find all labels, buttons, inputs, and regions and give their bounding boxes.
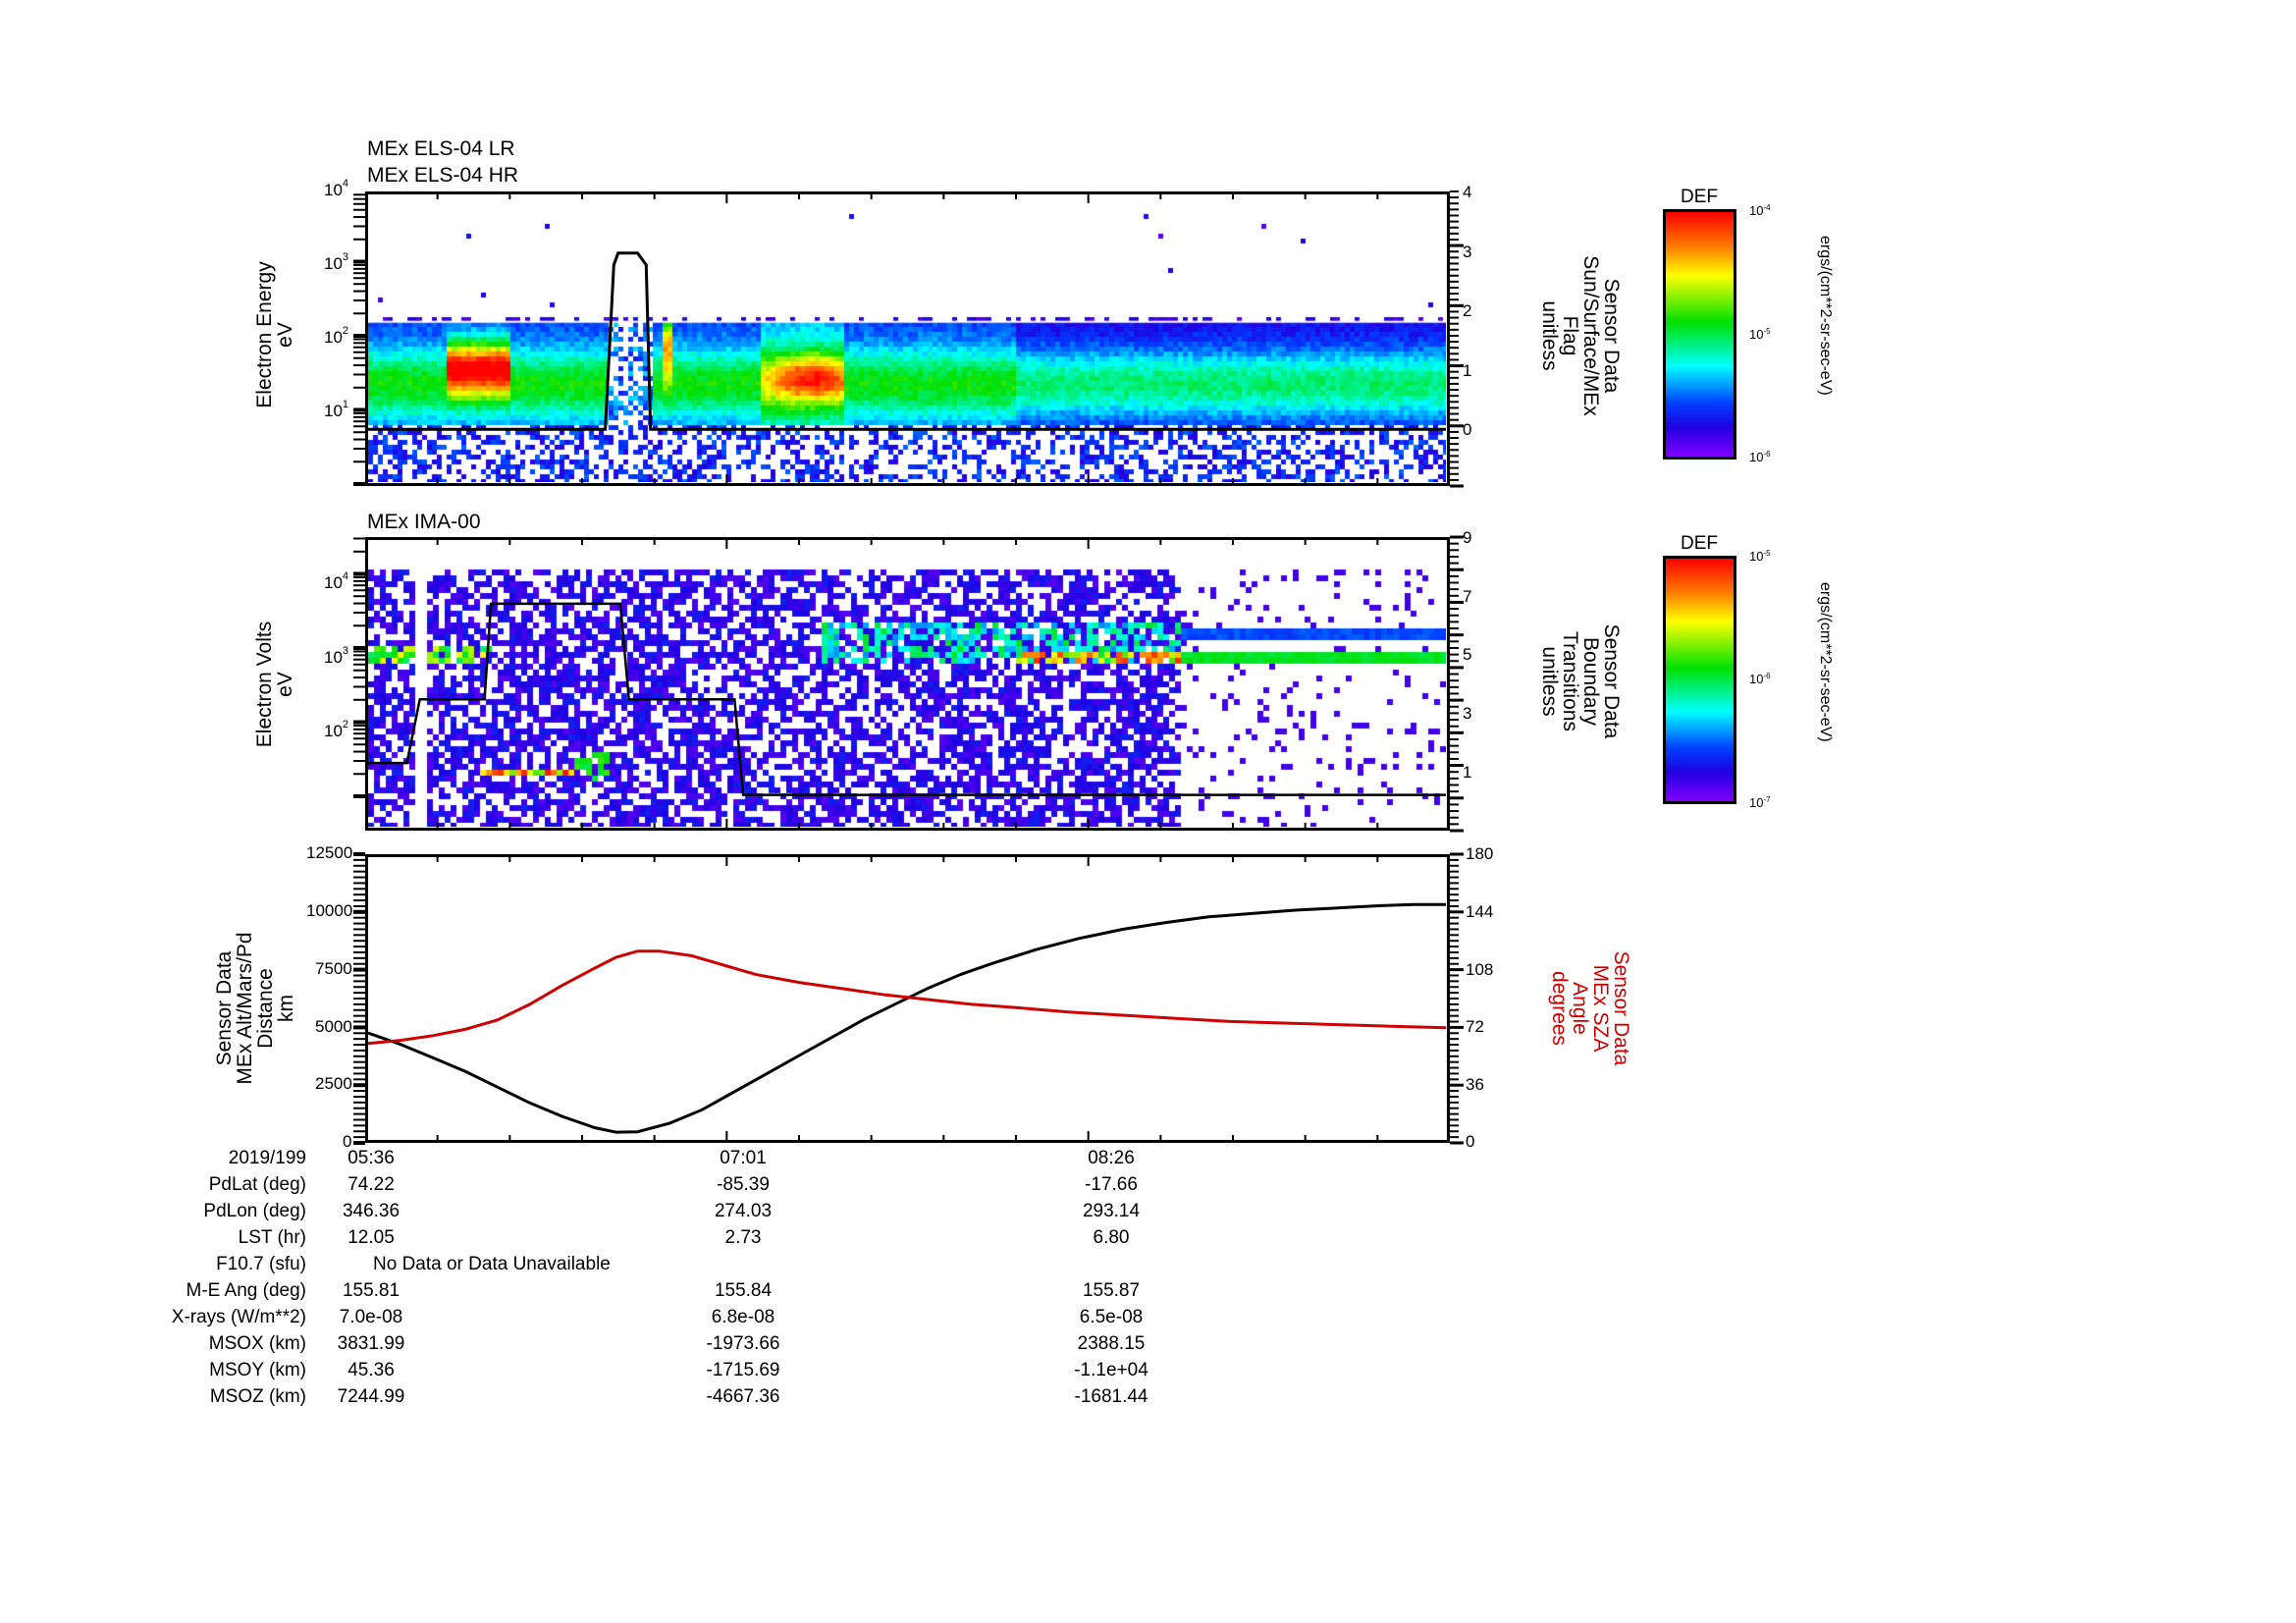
table-cell: 293.14	[1082, 1201, 1141, 1221]
panel1-spectrogram	[368, 194, 1446, 482]
panel2-spectrogram	[368, 540, 1446, 827]
panel1-ytick-1e4: 104	[324, 178, 349, 199]
table-row-label: X-rays (W/m**2)	[171, 1307, 306, 1327]
panel2-frame	[365, 537, 1450, 831]
colorbar2-tick-mid: 10-6	[1749, 672, 1771, 686]
x-axis-time-tick: 05:36	[347, 1148, 395, 1168]
panel1-y2tick-4: 4	[1463, 183, 1472, 201]
panel2-axis-ticks	[353, 535, 1464, 833]
colorbar2-tick-high: 10-5	[1749, 549, 1771, 564]
panel2-boundary-line	[368, 602, 1446, 796]
panel3-y2tick-108: 108	[1466, 960, 1494, 979]
table-cell: No Data or Data Unavailable	[373, 1254, 611, 1274]
panel3-axis-ticks	[353, 852, 1464, 1145]
table-cell: 155.87	[1082, 1280, 1141, 1301]
panel1-flag-line	[368, 251, 1446, 431]
panel3-line-plot	[367, 902, 1447, 1134]
panel1-y2tick-2: 2	[1463, 301, 1472, 320]
table-row-label: F10.7 (sfu)	[216, 1254, 306, 1274]
colorbar2	[1663, 556, 1736, 804]
colorbar1-tick-high: 10-4	[1749, 203, 1771, 218]
panel3-y2tick-144: 144	[1466, 902, 1494, 921]
panel3-ytick-5000: 5000	[315, 1017, 352, 1036]
panel2-y-axis-label: Electron Volts eV	[253, 621, 296, 748]
table-cell: -1715.69	[706, 1360, 780, 1380]
table-cell: -1973.66	[706, 1333, 780, 1354]
table-row-label: PdLon (deg)	[203, 1201, 306, 1221]
table-cell: -4667.36	[706, 1386, 780, 1407]
panel3-frame	[365, 854, 1450, 1143]
table-cell: -17.66	[1085, 1174, 1138, 1195]
table-cell: 74.22	[347, 1174, 395, 1195]
table-cell: 12.05	[347, 1227, 395, 1248]
colorbar1-tick-mid: 10-5	[1749, 327, 1771, 342]
table-row-label: MSOZ (km)	[209, 1386, 306, 1407]
panel1-y2tick-3: 3	[1463, 243, 1472, 261]
table-cell: 155.84	[714, 1280, 773, 1301]
panel1-y2-axis-label: Sensor Data Sun/Surface/MEx Flag unitles…	[1538, 255, 1623, 416]
colorbar1-title: DEF	[1681, 187, 1718, 207]
panel3-y-axis-label: Sensor Data MEx Alt/Mars/Pd Distance km	[213, 932, 297, 1085]
table-cell: 346.36	[342, 1201, 400, 1221]
table-cell: 274.03	[714, 1201, 773, 1221]
colorbar2-tick-low: 10-7	[1749, 795, 1771, 810]
table-cell: -1.1e+04	[1074, 1360, 1148, 1380]
colorbar1-tick-low: 10-6	[1749, 450, 1771, 464]
panel3-ytick-7500: 7500	[315, 959, 352, 978]
table-cell: 6.80	[1093, 1227, 1130, 1248]
table-cell: -85.39	[717, 1174, 770, 1195]
table-cell: 6.8e-08	[711, 1307, 775, 1327]
panel2-y2tick-1: 1	[1463, 763, 1472, 782]
table-cell: 2388.15	[1077, 1333, 1146, 1354]
x-axis-time-tick: 07:01	[720, 1148, 767, 1168]
table-row-label: MSOX (km)	[208, 1333, 306, 1354]
panel2-ytick-1e2: 102	[324, 719, 349, 740]
panel3-ytick-12500: 12500	[306, 843, 353, 862]
colorbar2-title: DEF	[1681, 533, 1718, 554]
panel1-y2tick-0: 0	[1463, 420, 1472, 439]
table-row-label: LST (hr)	[238, 1227, 306, 1248]
table-cell: 3831.99	[337, 1333, 405, 1354]
panel1-title-hr: MEx ELS-04 HR	[367, 164, 519, 187]
panel2-y2tick-3: 3	[1463, 704, 1472, 723]
panel2-ytick-1e4: 104	[324, 570, 349, 592]
panel3-ytick-2500: 2500	[315, 1074, 352, 1093]
table-row-label: MSOY (km)	[209, 1360, 306, 1380]
panel1-ytick-1e3: 103	[324, 251, 349, 273]
table-row-label: PdLat (deg)	[208, 1174, 306, 1195]
table-cell: 155.81	[342, 1280, 400, 1301]
panel3-ytick-10000: 10000	[306, 901, 353, 920]
table-cell: 7244.99	[337, 1386, 405, 1407]
table-cell: -1681.44	[1074, 1386, 1148, 1407]
panel3-y2tick-36: 36	[1466, 1075, 1484, 1094]
table-cell: 7.0e-08	[339, 1307, 403, 1327]
panel1-frame	[365, 191, 1450, 486]
table-date-label: 2019/199	[228, 1148, 306, 1168]
panel1-ytick-1e1: 101	[324, 399, 349, 420]
panel3-ytick-0: 0	[343, 1132, 352, 1151]
colorbar1	[1663, 209, 1736, 460]
panel3-y2tick-180: 180	[1466, 844, 1494, 863]
table-cell: 2.73	[724, 1227, 762, 1248]
table-cell: 6.5e-08	[1079, 1307, 1144, 1327]
panel2-y2-axis-label: Sensor Data Boundary Transitions unitles…	[1538, 623, 1623, 739]
table-cell: 45.36	[347, 1360, 395, 1380]
panel1-ytick-1e2: 102	[324, 325, 349, 347]
panel3-y2-axis-label: Sensor Data MEx SZA Angle degrees	[1548, 950, 1632, 1066]
panel3-y2tick-0: 0	[1466, 1132, 1475, 1151]
panel2-y2tick-5: 5	[1463, 645, 1472, 664]
colorbar1-unit-label: ergs/(cm**2-sr-sec-eV)	[1817, 236, 1834, 396]
panel2-ytick-1e3: 103	[324, 645, 349, 667]
panel1-title-lr: MEx ELS-04 LR	[367, 137, 515, 160]
table-row-label: M-E Ang (deg)	[186, 1280, 307, 1301]
panel2-y2tick-7: 7	[1463, 587, 1472, 606]
colorbar2-unit-label: ergs/(cm**2-sr-sec-eV)	[1817, 582, 1834, 742]
panel1-axis-ticks	[353, 190, 1464, 488]
panel2-title: MEx IMA-00	[367, 511, 481, 533]
panel2-y2tick-9: 9	[1463, 528, 1472, 547]
panel3-y2tick-72: 72	[1466, 1017, 1484, 1036]
panel1-y-axis-label: Electron Energy eV	[253, 261, 296, 408]
panel1-y2tick-1: 1	[1463, 361, 1472, 380]
x-axis-time-tick: 08:26	[1088, 1148, 1135, 1168]
